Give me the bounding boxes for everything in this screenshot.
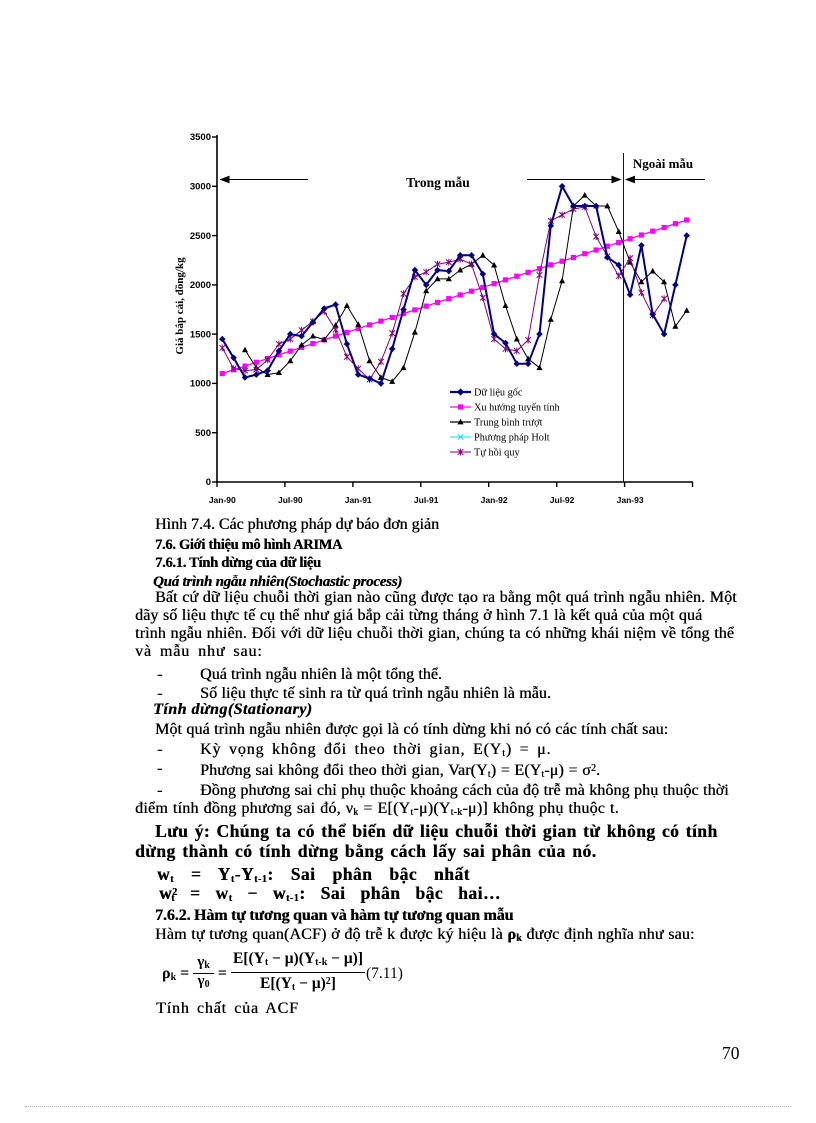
svg-text:Jan-90: Jan-90 (209, 495, 236, 505)
svg-text:Ngoài mẫu: Ngoài mẫu (633, 156, 693, 171)
svg-text:Jan-91: Jan-91 (345, 495, 372, 505)
svg-text:Trung bình trượt: Trung bình trượt (474, 418, 543, 429)
svg-text:Trong mẫu: Trong mẫu (406, 175, 470, 190)
svg-text:2000: 2000 (190, 280, 211, 291)
svg-text:Jul-91: Jul-91 (414, 495, 439, 505)
svg-text:Xu hướng tuyến tính: Xu hướng tuyến tính (474, 403, 561, 414)
svg-text:Dữ liệu gốc: Dữ liệu gốc (474, 388, 523, 399)
svg-text:Tự hồi quy: Tự hồi quy (474, 448, 520, 459)
svg-text:1500: 1500 (190, 329, 211, 340)
svg-text:2500: 2500 (190, 231, 211, 242)
svg-text:Giá bắp cải, đồng/kg: Giá bắp cải, đồng/kg (174, 257, 186, 355)
svg-text:Jul-92: Jul-92 (550, 495, 575, 505)
svg-text:Phương pháp Holt: Phương pháp Holt (474, 433, 550, 444)
svg-text:Jan-92: Jan-92 (481, 495, 508, 505)
svg-text:0: 0 (206, 477, 211, 488)
svg-text:3500: 3500 (190, 132, 211, 143)
svg-text:3000: 3000 (190, 182, 211, 193)
svg-text:Jan-93: Jan-93 (617, 495, 644, 505)
svg-text:500: 500 (195, 428, 211, 439)
svg-text:Jul-90: Jul-90 (278, 495, 303, 505)
svg-text:1000: 1000 (190, 379, 211, 390)
